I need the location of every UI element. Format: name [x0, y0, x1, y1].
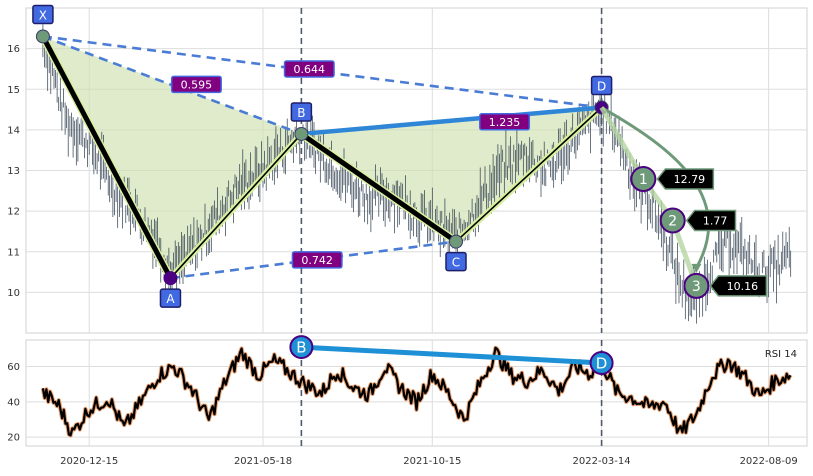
ratio-line-xd [42, 35, 602, 109]
rsi-divergence-point-b [289, 335, 314, 360]
pattern-point-c [449, 234, 464, 249]
rsi-line [41, 346, 792, 437]
price-y-tick-label: 13 [7, 166, 20, 177]
pattern-point-b [294, 126, 309, 141]
target-value-2: 1.77 [703, 214, 728, 227]
x-tick-label: 2021-10-15 [403, 456, 461, 467]
target-number-1: 1 [639, 172, 648, 188]
pattern-label-c: C [452, 256, 460, 270]
ratio-label: 1.235 [489, 116, 521, 129]
pattern-leg-bc [299, 131, 458, 244]
x-tick-label: 2022-03-14 [573, 456, 631, 467]
projection-path [599, 106, 699, 287]
ratio-label-box [291, 251, 343, 269]
pattern-label-b: B [297, 106, 305, 120]
projection-arrowhead [691, 263, 702, 273]
target-value-3: 10.16 [727, 280, 759, 293]
ratio-label-box [283, 60, 335, 78]
pattern-label-box [159, 288, 182, 308]
x-tick-label: 2021-05-18 [234, 456, 292, 467]
rsi-divergence-point-d [589, 350, 614, 375]
rsi-divergence-label-b: B [296, 339, 306, 357]
target-circle-3 [683, 272, 710, 299]
pattern-point-a [163, 271, 178, 286]
bd-line [301, 105, 602, 137]
pattern-label-box [290, 102, 313, 122]
target-circle-2 [659, 207, 686, 234]
pattern-triangle-xab [42, 36, 302, 279]
x-tick-label: 2020-12-15 [60, 456, 118, 467]
price-y-tick-label: 15 [7, 85, 20, 96]
pattern-label-a: A [166, 292, 175, 306]
pattern-label-box [445, 251, 467, 272]
rsi-y-tick-label: 40 [7, 397, 20, 408]
target-value-1: 12.79 [674, 173, 706, 186]
target-value-box [656, 168, 715, 190]
pattern-label-box [32, 4, 54, 25]
pattern-leg-ab [169, 133, 302, 279]
pattern-label-box [590, 75, 613, 96]
target-value-box [685, 209, 737, 232]
rsi-y-tick-label: 20 [7, 433, 20, 444]
ratio-label-box [170, 75, 222, 94]
rsi-divergence-line [301, 344, 602, 366]
rsi-y-tick-label: 60 [7, 362, 20, 373]
price-y-tick-label: 14 [7, 125, 20, 136]
x-tick-label: 2022-08-09 [740, 456, 798, 467]
target-value-box [709, 275, 768, 297]
ratio-label: 0.742 [301, 254, 333, 267]
ratio-label-box [479, 113, 531, 131]
ratio-label: 0.595 [181, 78, 213, 91]
price-y-tick-label: 12 [7, 207, 20, 218]
pattern-point-x [35, 29, 50, 44]
pattern-leg-xa [40, 35, 173, 280]
pattern-label-d: D [597, 80, 606, 94]
pattern-triangle-bcd [301, 107, 602, 242]
ratio-label: 0.644 [294, 63, 326, 76]
target-circle-1 [630, 166, 657, 193]
target-number-2: 2 [668, 213, 677, 229]
rsi-title: RSI 14 [765, 349, 797, 360]
target-number-3: 3 [692, 279, 701, 295]
price-y-tick-label: 10 [7, 288, 20, 299]
pattern-leg-cd [455, 106, 603, 243]
price-y-tick-label: 16 [7, 44, 20, 55]
rsi-divergence-label-d: D [596, 354, 608, 372]
price-y-tick-label: 11 [7, 247, 20, 258]
pattern-label-x: X [39, 8, 47, 22]
